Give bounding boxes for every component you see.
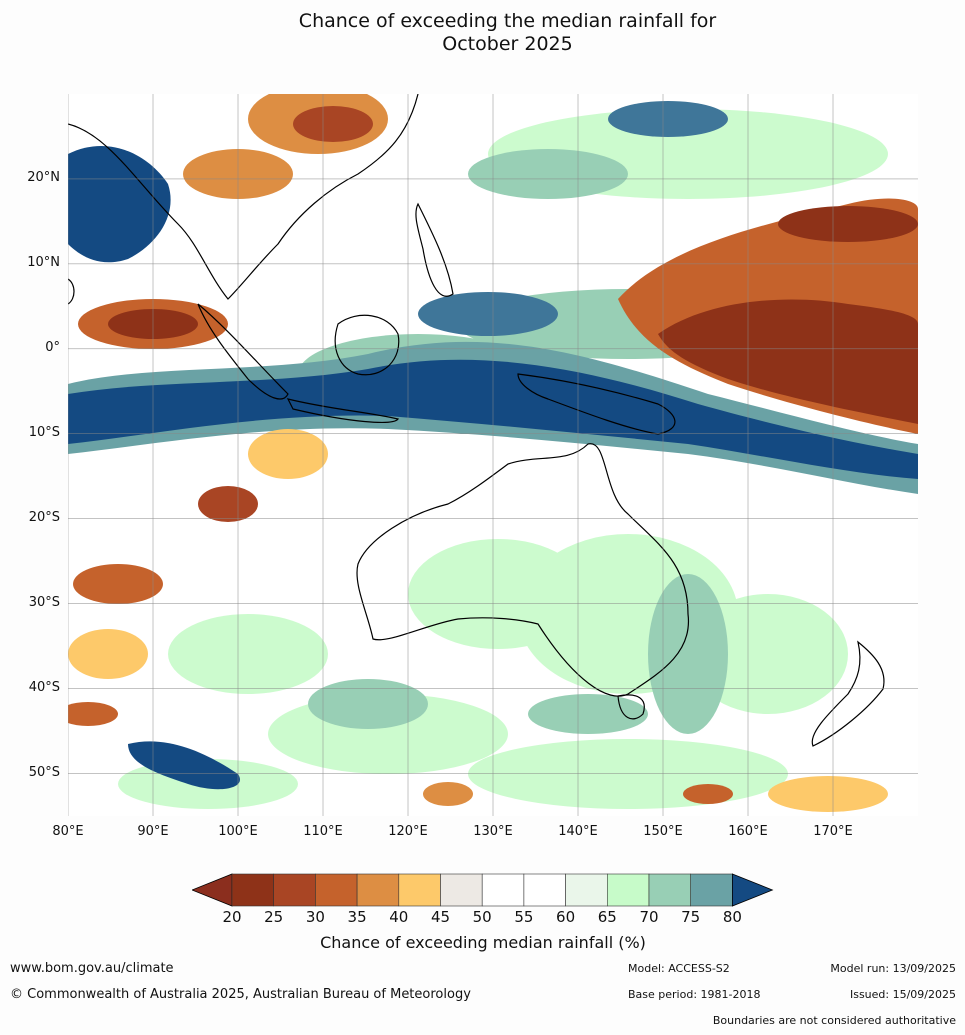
lon-label-170e: 170°E <box>813 824 853 839</box>
colorbar-box <box>440 873 483 907</box>
lon-label-160e: 160°E <box>728 824 768 839</box>
lat-label-10s: 10°S <box>28 425 60 440</box>
colorbar-tick-label: 65 <box>597 908 617 926</box>
colorbar-box <box>231 873 275 907</box>
map-title: Chance of exceeding the median rainfall … <box>0 10 965 56</box>
rainfall-map-svg <box>68 94 918 816</box>
colorbar-box <box>356 873 400 907</box>
colorbar-boxes <box>192 873 774 907</box>
lon-label-110e: 110°E <box>303 824 343 839</box>
lon-label-80e: 80°E <box>52 824 84 839</box>
lon-label-150e: 150°E <box>643 824 683 839</box>
coastlines <box>68 94 885 747</box>
colorbar-title: Chance of exceeding median rainfall (%) <box>320 933 646 952</box>
sri-lanka-coast <box>68 278 75 305</box>
borneo-coast <box>334 314 400 376</box>
colorbar-tick-label: 50 <box>472 908 492 926</box>
lat-label-20s: 20°S <box>28 510 60 525</box>
philippines-coast <box>415 202 454 297</box>
lat-label-20n: 20°N <box>27 170 60 185</box>
colorbar-box <box>690 873 733 907</box>
lat-label-0: 0° <box>45 340 60 355</box>
disclaimer: Boundaries are not considered authoritat… <box>712 1014 956 1027</box>
base-period: Base period: 1981-2018 <box>628 988 761 1001</box>
lat-label-10n: 10°N <box>27 255 60 270</box>
tasmania-coast <box>617 694 645 720</box>
colorbar-box <box>565 873 608 907</box>
rainfall-map <box>68 94 918 816</box>
colorbar-tick-label: 35 <box>347 908 367 926</box>
colorbar-tick-label: 75 <box>681 908 701 926</box>
website-link[interactable]: www.bom.gov.au/climate <box>10 961 174 976</box>
lon-label-130e: 130°E <box>473 824 513 839</box>
colorbar-tick-label: 60 <box>556 908 576 926</box>
model-name: Model: ACCESS-S2 <box>628 962 730 975</box>
graticule <box>68 94 918 816</box>
green-patches <box>118 109 888 809</box>
java-coast <box>286 398 400 423</box>
lon-label-90e: 90°E <box>137 824 169 839</box>
colorbar-tick-label: 40 <box>389 908 409 926</box>
lon-label-100e: 100°E <box>218 824 258 839</box>
colorbar-tick-label: 30 <box>305 908 325 926</box>
colorbar-tick-label: 25 <box>264 908 284 926</box>
australia-coast <box>356 443 690 697</box>
colorbar-box <box>481 873 525 907</box>
new-zealand-coast <box>811 640 885 747</box>
lon-label-140e: 140°E <box>558 824 598 839</box>
sumatra-coast <box>197 303 289 400</box>
copyright-text: © Commonwealth of Australia 2025, Austra… <box>10 987 471 1002</box>
issued-date: Issued: 15/09/2025 <box>849 988 956 1001</box>
colorbar-box <box>648 873 692 907</box>
colorbar-tick-label: 45 <box>430 908 451 926</box>
colorbar <box>192 873 774 907</box>
colorbar-tick-label: 70 <box>639 908 659 926</box>
colorbar-tick-label: 80 <box>722 908 742 926</box>
lat-label-40s: 40°S <box>28 680 60 695</box>
colorbar-box <box>315 873 358 907</box>
colorbar-tick-label: 55 <box>514 908 534 926</box>
colorbar-over-arrow <box>732 873 774 907</box>
lat-label-30s: 30°S <box>28 595 60 610</box>
colorbar-box <box>273 873 316 907</box>
model-run: Model run: 13/09/2025 <box>830 962 956 975</box>
lon-label-120e: 120°E <box>388 824 428 839</box>
title-line-2: October 2025 <box>442 33 573 55</box>
colorbar-box <box>523 873 566 907</box>
colorbar-box <box>398 873 441 907</box>
title-line-1: Chance of exceeding the median rainfall … <box>298 10 717 32</box>
colorbar-tick-label: 20 <box>222 908 242 926</box>
lat-label-50s: 50°S <box>28 765 60 780</box>
colorbar-under-arrow <box>192 873 233 907</box>
asia-mainland-coast <box>68 94 419 300</box>
teal-patches <box>298 149 798 734</box>
colorbar-box <box>606 873 650 907</box>
